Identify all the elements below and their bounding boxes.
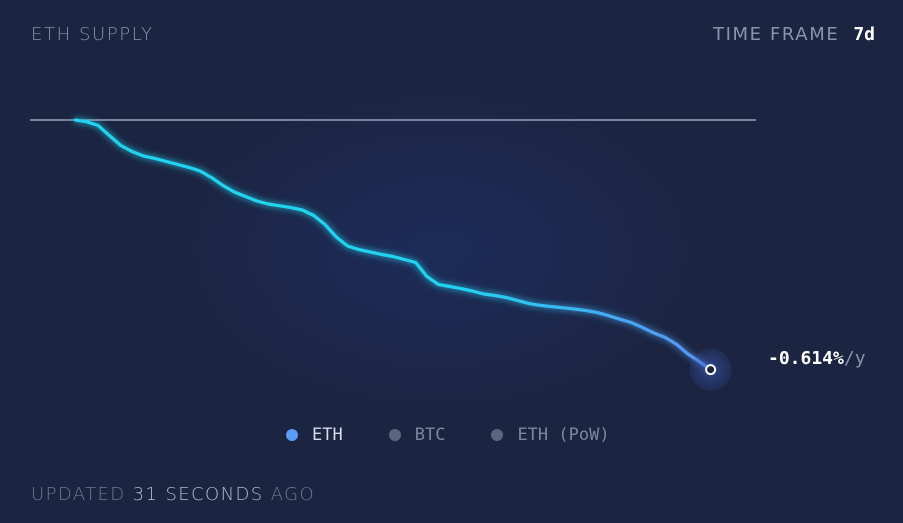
legend-item-eth[interactable]: ETH [286, 425, 343, 445]
legend-dot-icon [388, 429, 401, 441]
timeframe-selector[interactable]: TIME FRAME 7d [713, 24, 875, 45]
legend-dot-icon [286, 429, 298, 441]
end-point-marker [705, 364, 717, 376]
legend-item-btc[interactable]: BTC [388, 425, 446, 445]
timeframe-label: TIME FRAME [713, 24, 840, 45]
legend-item-eth-pow[interactable]: ETH (PoW) [491, 425, 610, 445]
timeframe-value[interactable]: 7d [853, 24, 875, 45]
legend-label: BTC [414, 425, 446, 445]
last-updated: UPDATED 31 SECONDS AGO [31, 484, 315, 505]
rate-unit: /y [843, 348, 866, 369]
updated-suffix: AGO [270, 484, 316, 505]
series-line-eth [73, 118, 713, 372]
chart-title: ETH SUPPLY [31, 24, 154, 45]
chart-legend: ETH BTC ETH (PoW) [286, 425, 610, 445]
legend-label: ETH [312, 425, 343, 445]
legend-dot-icon [491, 429, 504, 441]
rate-value: -0.614% [768, 348, 844, 369]
updated-amount: 31 SECONDS [132, 484, 264, 505]
updated-prefix: UPDATED [31, 484, 126, 505]
annual-rate-label: -0.614%/y [768, 348, 866, 369]
legend-label: ETH (PoW) [517, 425, 610, 445]
